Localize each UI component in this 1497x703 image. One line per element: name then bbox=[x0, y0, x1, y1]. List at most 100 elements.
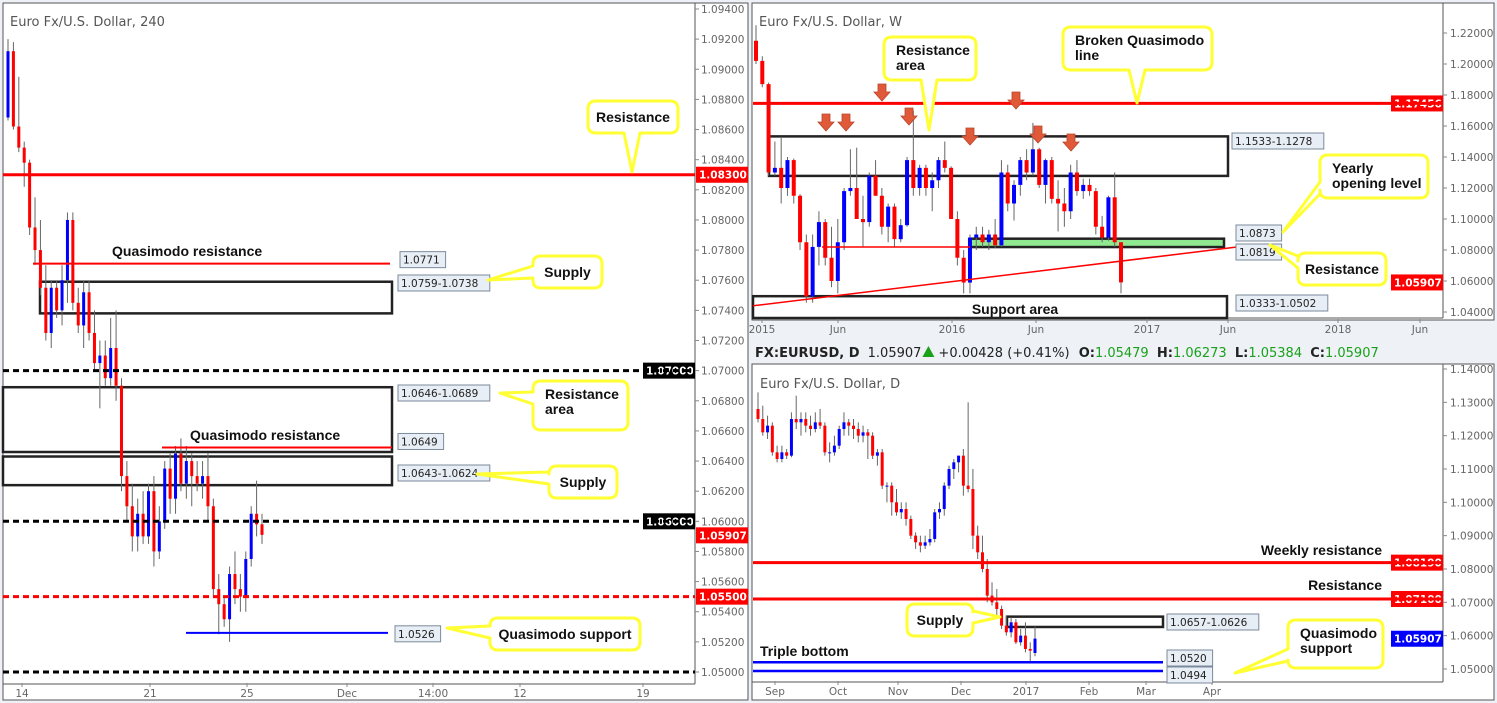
candle bbox=[911, 110, 916, 196]
candle-body bbox=[772, 167, 777, 173]
y-tick-label: 1.06200 bbox=[701, 486, 744, 498]
candle-body bbox=[905, 160, 910, 226]
open-label: O: bbox=[1079, 346, 1095, 361]
candle-body bbox=[1049, 160, 1054, 199]
candle-body bbox=[60, 280, 64, 311]
candle bbox=[770, 422, 774, 456]
candle-body bbox=[244, 558, 248, 597]
candle bbox=[147, 483, 151, 544]
candle-body bbox=[861, 432, 865, 436]
candle bbox=[206, 453, 210, 522]
y-tick-label: 1.12000 bbox=[1450, 431, 1493, 443]
candle-body bbox=[976, 535, 980, 553]
price-tag bbox=[696, 527, 748, 544]
candle-body bbox=[917, 167, 922, 188]
candle bbox=[985, 558, 989, 603]
candle bbox=[766, 415, 770, 439]
y-tick-label: 1.09200 bbox=[701, 34, 744, 46]
callout-bubble bbox=[1281, 153, 1430, 234]
candle bbox=[1043, 158, 1048, 204]
candle bbox=[937, 502, 941, 519]
candle-body bbox=[38, 250, 42, 288]
y-tick-label: 1.08000 bbox=[1450, 564, 1493, 576]
candle-body bbox=[33, 227, 37, 251]
resistance-area-zone[interactable] bbox=[767, 135, 1230, 178]
candle bbox=[92, 310, 96, 371]
candle-body bbox=[163, 468, 167, 522]
candle-body bbox=[260, 524, 264, 535]
support-area-zone[interactable] bbox=[751, 294, 1229, 320]
value-label: 1.0526 bbox=[398, 629, 435, 641]
callout-w-resistance: Resistance bbox=[1268, 243, 1388, 287]
candle-body bbox=[933, 512, 937, 539]
candle-body bbox=[766, 84, 771, 173]
x-tick-label: 2018 bbox=[1325, 324, 1352, 336]
candle bbox=[856, 422, 860, 443]
candle-body bbox=[1012, 184, 1017, 204]
down-arrow-icon bbox=[961, 127, 979, 146]
resistance-area-zone[interactable] bbox=[1, 385, 394, 454]
candle bbox=[98, 340, 102, 409]
candle-body bbox=[785, 160, 790, 188]
value-label: 1.0646-1.0689 bbox=[401, 388, 478, 400]
down-arrow-icon bbox=[837, 113, 855, 132]
candle-body bbox=[785, 452, 789, 456]
candle-body bbox=[985, 568, 989, 596]
candle bbox=[842, 188, 847, 250]
candle bbox=[875, 448, 879, 466]
candle bbox=[772, 141, 777, 176]
candle-body bbox=[847, 422, 851, 426]
callout-bubble bbox=[1268, 243, 1388, 287]
value-label: 1.0643-1.0624 bbox=[401, 468, 479, 480]
candle bbox=[789, 412, 793, 458]
candle bbox=[60, 265, 64, 326]
candle-body bbox=[875, 452, 879, 456]
y-tick-label: 1.16000 bbox=[1450, 121, 1493, 133]
trendline-resistance[interactable] bbox=[752, 246, 1239, 307]
candle-body bbox=[238, 589, 242, 597]
candle bbox=[255, 480, 259, 537]
value-label: 1.0873 bbox=[1239, 228, 1276, 240]
candle bbox=[873, 160, 878, 196]
candle-body bbox=[87, 292, 91, 333]
candle bbox=[923, 535, 927, 549]
y-tick-label: 1.06000 bbox=[701, 516, 744, 528]
candle-body bbox=[179, 453, 183, 484]
candle-body bbox=[823, 425, 827, 453]
supply-zone[interactable] bbox=[1005, 615, 1165, 629]
candle-body bbox=[201, 476, 205, 484]
value-label-box bbox=[1235, 224, 1283, 242]
candle-body bbox=[233, 574, 237, 590]
candle bbox=[860, 195, 865, 247]
candle bbox=[1019, 628, 1023, 646]
callout-text: Quasimodo bbox=[1300, 625, 1377, 641]
value-label: 1.0520 bbox=[1170, 653, 1207, 665]
y-tick-label: 1.07000 bbox=[701, 366, 744, 378]
candle-body bbox=[930, 180, 935, 188]
value-label-box bbox=[399, 251, 447, 269]
candle bbox=[799, 412, 803, 436]
candle-body bbox=[136, 513, 140, 537]
candle-body bbox=[794, 418, 798, 423]
supply-zone[interactable] bbox=[38, 280, 394, 315]
candle-body bbox=[779, 167, 784, 188]
candle-body bbox=[995, 602, 999, 609]
candle-body bbox=[195, 476, 199, 484]
svg-text:+0.00428 (+0.41%) O:1.05: +0.00428 (+0.41%) O:1.05479 H:1.06273 L:… bbox=[938, 346, 1378, 361]
candle bbox=[190, 453, 194, 507]
callout-text: Quasimodo support bbox=[499, 626, 632, 642]
candle bbox=[993, 219, 998, 249]
yearly-opening-zone[interactable] bbox=[968, 237, 1226, 249]
candle-body bbox=[980, 552, 984, 569]
candle-body bbox=[842, 191, 847, 243]
triangle-up-icon bbox=[922, 346, 935, 357]
candle bbox=[201, 461, 205, 499]
candle-body bbox=[1024, 160, 1029, 173]
candle-body bbox=[11, 51, 15, 127]
candle-body bbox=[76, 302, 80, 326]
candle bbox=[136, 498, 140, 552]
candle bbox=[44, 265, 48, 341]
candle-body bbox=[1068, 172, 1073, 212]
candle-body bbox=[1093, 191, 1098, 227]
candle bbox=[1018, 157, 1023, 196]
